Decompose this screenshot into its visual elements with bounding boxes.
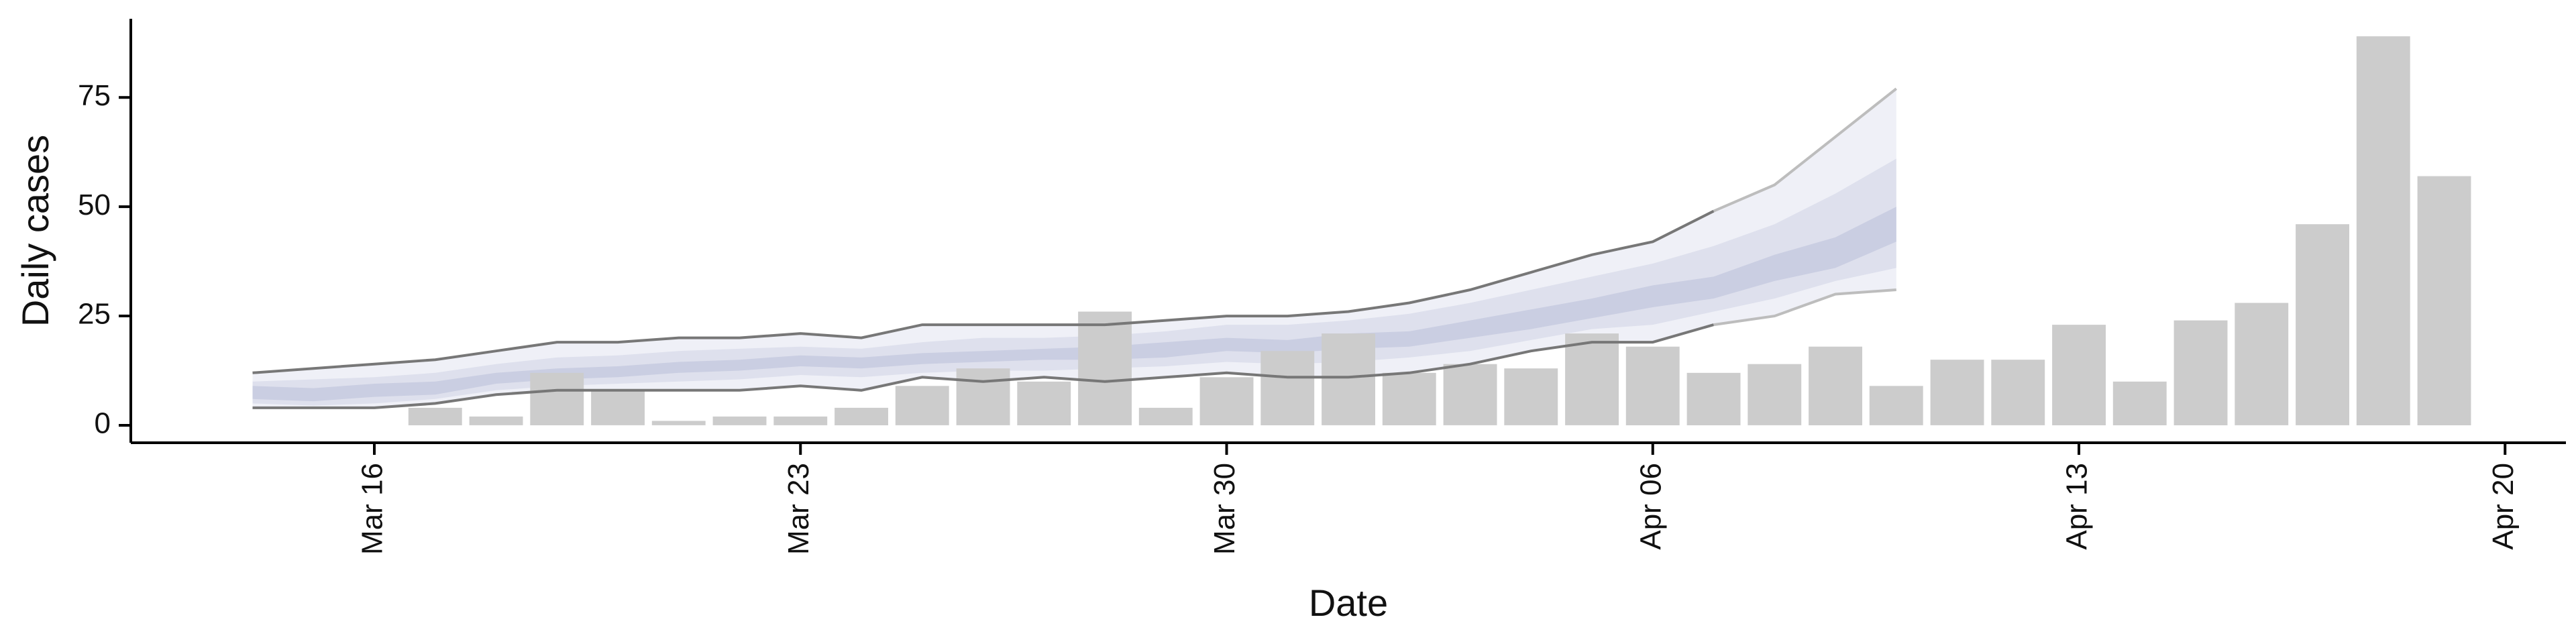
bar-2020-04-17 xyxy=(2296,224,2349,425)
bar-2020-04-13 xyxy=(2052,325,2106,425)
bar-2020-04-12 xyxy=(1991,360,2045,425)
bar-2020-04-03 xyxy=(1443,364,1497,425)
bar-2020-03-22 xyxy=(712,416,767,425)
lower-bound-line-recent xyxy=(1713,288,1896,327)
y-tick-label-25: 25 xyxy=(78,298,111,331)
bar-2020-03-25 xyxy=(895,386,949,425)
upper-bound-line xyxy=(252,209,1715,374)
y-tick-label-50: 50 xyxy=(78,189,111,221)
bar-2020-04-18 xyxy=(2356,36,2410,426)
estimate-band-50 xyxy=(252,158,1896,406)
bar-2020-03-29 xyxy=(1138,407,1193,425)
x-axis-title: Date xyxy=(1309,582,1388,624)
bar-2020-04-06 xyxy=(1625,346,1680,425)
y-axis-title: Daily cases xyxy=(14,135,56,327)
bar-2020-03-18 xyxy=(469,416,523,425)
bar-2020-03-31 xyxy=(1260,351,1315,425)
bar-2020-04-04 xyxy=(1504,368,1558,425)
bar-2020-03-26 xyxy=(956,368,1010,425)
y-tick-label-0: 0 xyxy=(95,407,111,440)
bar-2020-03-19 xyxy=(530,372,584,425)
bar-2020-04-07 xyxy=(1686,372,1741,425)
x-tick-label-2020-03-30: Mar 30 xyxy=(1208,463,1241,555)
bar-2020-04-08 xyxy=(1748,364,1802,425)
bar-2020-03-30 xyxy=(1199,377,1254,425)
bar-2020-04-19 xyxy=(2417,176,2471,425)
axes xyxy=(129,19,2566,444)
x-tick-label-2020-04-06: Apr 06 xyxy=(1634,463,1667,550)
upper-bound-line-recent xyxy=(1713,87,1898,213)
bar-2020-04-01 xyxy=(1322,333,1375,425)
bar-2020-03-23 xyxy=(773,416,828,425)
bar-2020-04-16 xyxy=(2235,303,2289,425)
bar-2020-04-10 xyxy=(1869,386,1923,425)
bar-2020-03-27 xyxy=(1017,381,1071,425)
y-tick-label-75: 75 xyxy=(78,79,111,112)
estimate-bands xyxy=(252,89,1896,408)
bar-2020-04-09 xyxy=(1809,346,1862,425)
estimate-band-20 xyxy=(252,207,1896,402)
interval-lines xyxy=(252,87,1898,409)
x-tick-label-2020-04-13: Apr 13 xyxy=(2061,463,2094,550)
bar-2020-03-28 xyxy=(1078,311,1132,425)
bar-2020-04-14 xyxy=(2112,381,2167,425)
bar-2020-04-15 xyxy=(2174,320,2228,425)
bar-2020-04-05 xyxy=(1565,333,1619,425)
bar-2020-03-20 xyxy=(591,390,645,425)
bar-2020-03-21 xyxy=(651,421,706,425)
x-tick-label-2020-03-16: Mar 16 xyxy=(356,463,389,555)
x-tick-label-2020-03-23: Mar 23 xyxy=(782,463,815,555)
bar-2020-04-02 xyxy=(1382,372,1436,425)
x-tick-label-2020-04-20: Apr 20 xyxy=(2487,463,2520,550)
x-axis-ticks: Mar 16 Mar 23 Mar 30 Apr 06 Apr 13 Apr 20 xyxy=(356,443,2520,555)
bar-2020-04-11 xyxy=(1930,360,1984,425)
y-axis-ticks: 0 25 50 75 xyxy=(78,79,131,440)
case-bars xyxy=(408,36,2471,426)
lower-bound-line xyxy=(252,323,1715,409)
bar-2020-03-24 xyxy=(835,407,888,425)
bar-2020-03-17 xyxy=(408,407,462,425)
